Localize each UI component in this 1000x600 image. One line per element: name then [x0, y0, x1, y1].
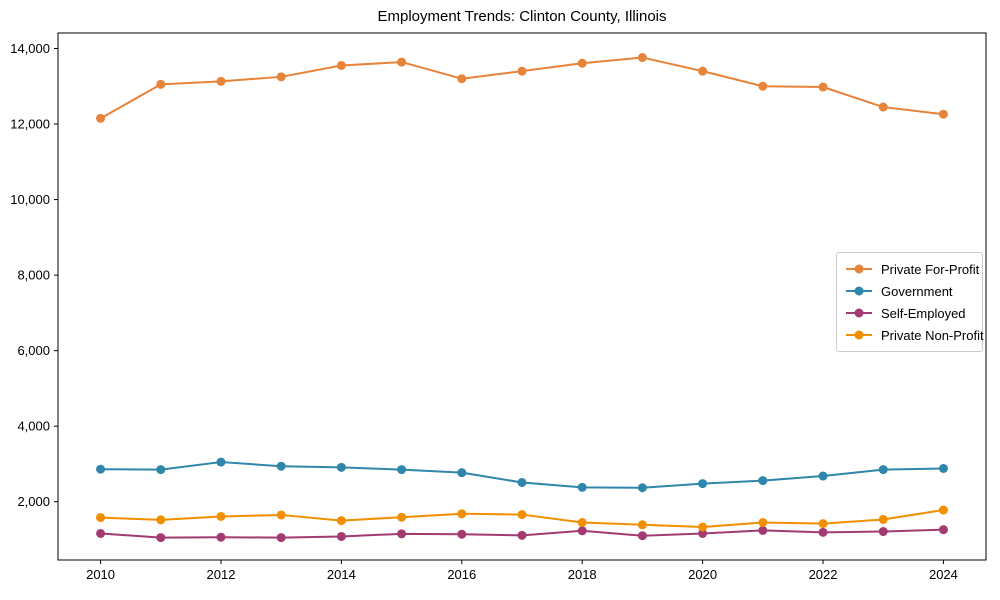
data-point-private-non-profit: [517, 510, 527, 520]
y-tick-label: 6,000: [17, 343, 50, 358]
data-point-private-for-profit: [698, 66, 708, 76]
data-point-self-employed: [818, 527, 828, 537]
data-point-private-for-profit: [457, 74, 467, 84]
data-point-private-for-profit: [156, 79, 166, 89]
x-tick-label: 2010: [86, 567, 115, 582]
data-point-self-employed: [577, 526, 587, 536]
x-tick-label: 2018: [568, 567, 597, 582]
legend-line-marker-icon: [846, 286, 872, 296]
data-point-private-for-profit: [216, 76, 226, 86]
plot-border: [57, 32, 987, 561]
legend: Private For-Profit Government Self-Employe…: [836, 252, 984, 352]
y-tick-label: 10,000: [10, 192, 50, 207]
data-point-private-non-profit: [96, 513, 106, 523]
data-point-self-employed: [336, 531, 346, 541]
data-point-government: [818, 471, 828, 481]
y-tick-label: 4,000: [17, 419, 50, 434]
data-point-private-non-profit: [758, 517, 768, 527]
data-point-private-non-profit: [457, 509, 467, 519]
data-point-self-employed: [156, 533, 166, 543]
data-point-private-non-profit: [156, 515, 166, 525]
y-tick-label: 12,000: [10, 117, 50, 132]
data-point-private-for-profit: [878, 102, 888, 112]
data-point-private-for-profit: [517, 66, 527, 76]
legend-item-government: Government: [845, 280, 974, 302]
data-point-private-non-profit: [698, 522, 708, 532]
data-point-self-employed: [938, 525, 948, 535]
data-point-government: [457, 468, 467, 478]
legend-item-private-for-profit: Private For-Profit: [845, 258, 979, 280]
legend-line-marker-icon: [846, 308, 872, 318]
data-point-private-non-profit: [216, 511, 226, 521]
data-point-private-for-profit: [577, 58, 587, 68]
data-point-private-for-profit: [938, 109, 948, 119]
data-point-self-employed: [216, 532, 226, 542]
data-point-private-for-profit: [758, 81, 768, 91]
data-point-government: [698, 479, 708, 489]
legend-line-marker-icon: [846, 330, 872, 340]
data-point-private-non-profit: [397, 512, 407, 522]
x-tick-label: 2022: [809, 567, 838, 582]
data-point-government: [397, 465, 407, 475]
x-tick-label: 2014: [327, 567, 356, 582]
y-tick-label: 2,000: [17, 494, 50, 509]
data-point-private-for-profit: [637, 53, 647, 63]
data-point-government: [577, 482, 587, 492]
x-tick-label: 2012: [207, 567, 236, 582]
data-point-private-non-profit: [818, 519, 828, 529]
data-point-government: [517, 477, 527, 487]
legend-item-self-employed: Self-Employed: [845, 302, 974, 324]
data-point-private-non-profit: [577, 517, 587, 527]
data-point-private-non-profit: [276, 510, 286, 520]
data-point-self-employed: [517, 530, 527, 540]
data-point-self-employed: [758, 525, 768, 535]
data-point-private-non-profit: [637, 520, 647, 530]
legend-item-label: Private For-Profit: [881, 261, 980, 277]
legend-item-label: Private Non-Profit: [881, 327, 984, 343]
data-point-government: [276, 461, 286, 471]
data-point-private-non-profit: [938, 505, 948, 515]
data-point-self-employed: [96, 528, 106, 538]
data-point-private-for-profit: [397, 57, 407, 67]
y-tick-label: 8,000: [17, 268, 50, 283]
data-point-self-employed: [637, 531, 647, 541]
data-point-private-for-profit: [276, 72, 286, 82]
data-point-self-employed: [276, 533, 286, 543]
data-point-self-employed: [457, 529, 467, 539]
data-point-private-non-profit: [336, 516, 346, 526]
data-point-government: [336, 462, 346, 472]
data-point-private-for-profit: [818, 82, 828, 92]
data-point-self-employed: [698, 528, 708, 538]
data-point-government: [878, 465, 888, 475]
chart-title: Employment Trends: Clinton County, Illin…: [377, 8, 667, 25]
data-point-private-for-profit: [96, 113, 106, 123]
data-point-government: [96, 464, 106, 474]
data-point-government: [637, 483, 647, 493]
x-tick-label: 2020: [688, 567, 717, 582]
data-point-government: [758, 476, 768, 486]
data-point-self-employed: [878, 527, 888, 537]
data-point-government: [156, 465, 166, 475]
x-tick-label: 2016: [447, 567, 476, 582]
x-tick-label: 2024: [929, 567, 958, 582]
data-point-private-for-profit: [336, 60, 346, 70]
data-point-self-employed: [397, 529, 407, 539]
data-point-government: [938, 463, 948, 473]
legend-item-label: Government: [881, 283, 953, 299]
legend-item-label: Self-Employed: [881, 305, 966, 321]
data-point-government: [216, 457, 226, 467]
data-point-private-non-profit: [878, 514, 888, 524]
legend-line-marker-icon: [846, 264, 872, 274]
y-tick-label: 14,000: [10, 41, 50, 56]
legend-item-private-non-profit: Private Non-Profit: [845, 324, 984, 346]
